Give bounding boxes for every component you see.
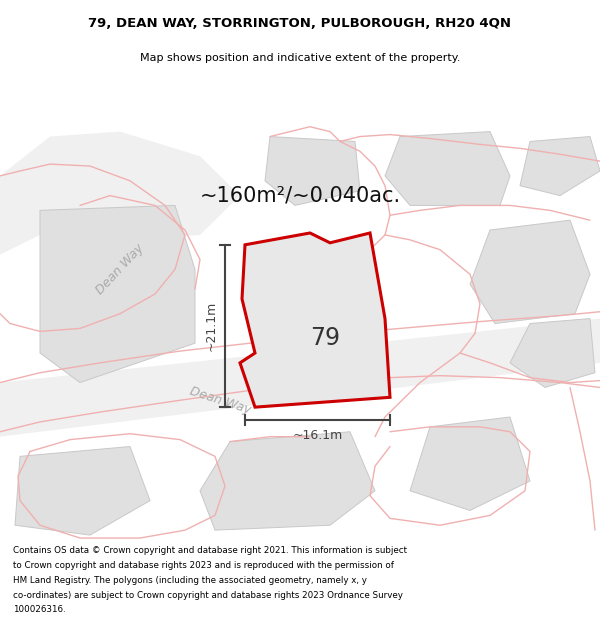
Polygon shape [240, 233, 390, 407]
Polygon shape [0, 132, 240, 254]
Text: ~21.1m: ~21.1m [205, 301, 218, 351]
Text: Dean Way: Dean Way [188, 384, 252, 416]
Polygon shape [510, 319, 595, 388]
Polygon shape [520, 136, 600, 196]
Polygon shape [410, 417, 530, 511]
Polygon shape [0, 319, 600, 437]
Text: ~16.1m: ~16.1m [292, 429, 343, 442]
Text: Contains OS data © Crown copyright and database right 2021. This information is : Contains OS data © Crown copyright and d… [13, 546, 407, 555]
Polygon shape [470, 220, 590, 324]
Text: Dean Way: Dean Way [94, 242, 146, 297]
Polygon shape [40, 206, 195, 382]
Text: 79, DEAN WAY, STORRINGTON, PULBOROUGH, RH20 4QN: 79, DEAN WAY, STORRINGTON, PULBOROUGH, R… [89, 17, 511, 30]
Text: co-ordinates) are subject to Crown copyright and database rights 2023 Ordnance S: co-ordinates) are subject to Crown copyr… [13, 591, 403, 599]
Polygon shape [200, 432, 375, 530]
Text: to Crown copyright and database rights 2023 and is reproduced with the permissio: to Crown copyright and database rights 2… [13, 561, 394, 570]
Text: ~160m²/~0.040ac.: ~160m²/~0.040ac. [199, 186, 401, 206]
Text: 79: 79 [310, 326, 340, 350]
Text: Map shows position and indicative extent of the property.: Map shows position and indicative extent… [140, 53, 460, 63]
Text: HM Land Registry. The polygons (including the associated geometry, namely x, y: HM Land Registry. The polygons (includin… [13, 576, 367, 585]
Polygon shape [385, 132, 510, 206]
Text: 100026316.: 100026316. [13, 606, 66, 614]
Polygon shape [15, 446, 150, 535]
Polygon shape [265, 136, 360, 206]
